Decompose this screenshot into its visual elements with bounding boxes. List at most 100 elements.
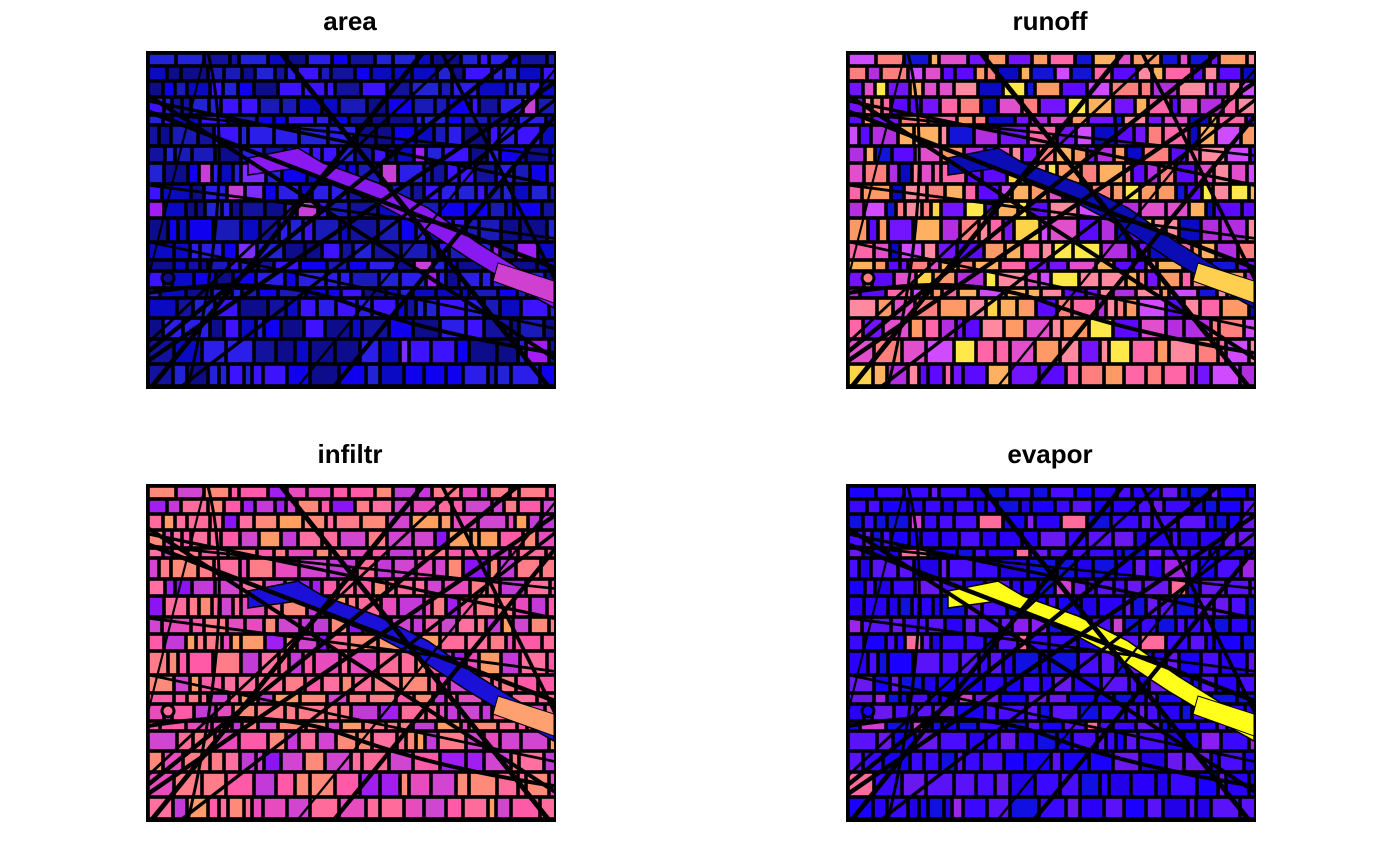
map-block xyxy=(1220,54,1246,65)
map-block xyxy=(548,164,554,183)
map-block xyxy=(1001,261,1026,270)
map-block xyxy=(1056,500,1070,513)
map-block xyxy=(288,798,309,818)
map-block xyxy=(1076,54,1092,65)
map-block xyxy=(988,365,1009,385)
map-block xyxy=(1069,261,1095,270)
map-block xyxy=(1201,299,1220,317)
map-block xyxy=(382,597,397,616)
map-block xyxy=(276,67,285,80)
map-block xyxy=(877,487,903,498)
map-block xyxy=(1107,299,1115,317)
map-block xyxy=(1117,299,1124,317)
map-block xyxy=(149,559,158,578)
map-block xyxy=(959,289,977,297)
map-block xyxy=(410,340,430,363)
map-block xyxy=(149,272,163,287)
map-block xyxy=(519,67,541,80)
map-road xyxy=(148,240,554,330)
map-block xyxy=(1036,773,1059,796)
map-block xyxy=(1199,289,1216,297)
map-block xyxy=(1202,652,1219,674)
map-block xyxy=(1081,340,1099,363)
map-block xyxy=(1102,243,1128,259)
map-block xyxy=(1205,67,1217,80)
map-block xyxy=(901,694,907,703)
map-road xyxy=(331,113,554,387)
map-block xyxy=(323,147,337,162)
map-block xyxy=(1164,365,1187,385)
map-block xyxy=(265,319,280,338)
map-block xyxy=(949,559,973,578)
map-block xyxy=(924,243,936,259)
map-block xyxy=(849,67,866,80)
map-block xyxy=(1117,732,1124,750)
map-block xyxy=(288,365,309,385)
map-block xyxy=(986,705,996,720)
map-road xyxy=(886,53,921,387)
map-block xyxy=(514,618,529,633)
map-block xyxy=(1125,365,1145,385)
map-block xyxy=(1172,98,1178,114)
map-road xyxy=(331,546,554,820)
map-block xyxy=(1216,82,1227,96)
map-block xyxy=(149,705,163,720)
map-road xyxy=(148,53,426,387)
map-block xyxy=(447,705,458,720)
map-block xyxy=(222,531,239,547)
map-block xyxy=(288,116,314,124)
map-road xyxy=(848,486,907,717)
map-block xyxy=(1050,219,1077,241)
map-block xyxy=(225,500,241,513)
map-road xyxy=(1140,53,1254,282)
map-block xyxy=(516,82,527,96)
map-block xyxy=(149,147,164,162)
map-block xyxy=(414,531,434,547)
map-block xyxy=(941,98,958,114)
map-block xyxy=(1023,243,1040,259)
map-block xyxy=(342,722,362,730)
map-block xyxy=(223,635,230,650)
map-block xyxy=(414,289,435,297)
map-block xyxy=(543,635,554,650)
map-block xyxy=(165,635,185,650)
map-block xyxy=(849,515,862,529)
map-block xyxy=(327,515,334,529)
map-block xyxy=(900,597,911,616)
map-block xyxy=(433,597,445,616)
map-block xyxy=(868,67,880,80)
map-block xyxy=(467,319,483,338)
map-block xyxy=(336,515,360,529)
map-road xyxy=(848,283,1254,355)
map-block xyxy=(887,202,895,217)
map-block xyxy=(240,299,267,317)
map-road xyxy=(848,111,1254,157)
map-block xyxy=(1050,487,1074,498)
map-block xyxy=(925,319,939,338)
map-roundabout xyxy=(860,703,876,719)
map-block xyxy=(965,319,980,338)
map-block xyxy=(876,82,886,96)
map-block xyxy=(164,82,174,96)
map-block xyxy=(225,319,239,338)
map-block xyxy=(1147,272,1158,287)
map-block xyxy=(909,261,928,270)
map-road xyxy=(148,99,554,187)
map-block xyxy=(462,487,478,498)
map-block xyxy=(336,340,359,363)
map-block xyxy=(1250,618,1254,633)
map-block xyxy=(1248,487,1254,498)
map-block xyxy=(277,340,294,363)
map-block xyxy=(1208,515,1214,529)
map-block xyxy=(897,202,904,217)
map-block xyxy=(240,732,267,750)
map-block xyxy=(458,618,475,633)
map-block xyxy=(286,272,296,287)
map-block xyxy=(942,202,964,217)
map-block xyxy=(253,365,262,385)
map-block xyxy=(225,67,241,80)
map-block xyxy=(480,531,498,547)
map-block xyxy=(893,580,914,595)
map-block xyxy=(1147,705,1158,720)
map-block xyxy=(241,531,258,547)
